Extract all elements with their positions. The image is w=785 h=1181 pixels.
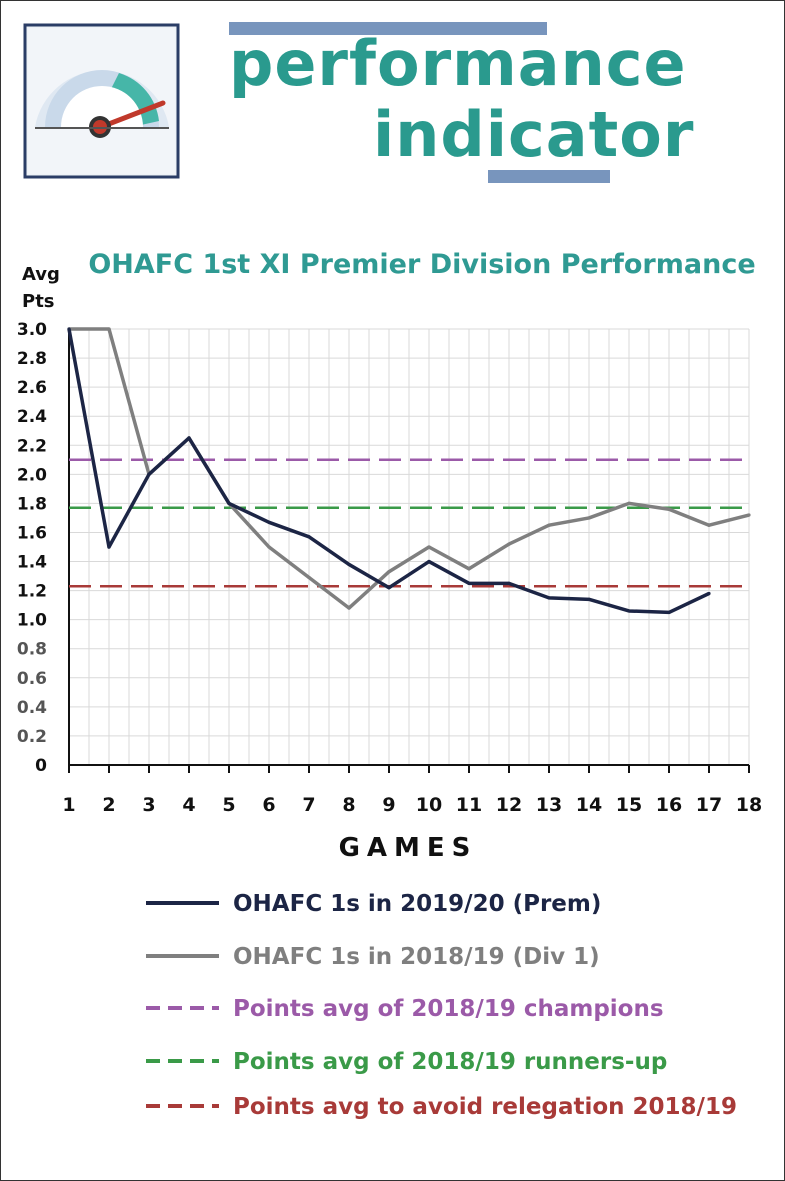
x-tick-label: 1	[62, 794, 75, 816]
legend-label: OHAFC 1s in 2018/19 (Div 1)	[233, 944, 600, 970]
x-tick-label: 16	[656, 794, 682, 816]
x-tick-label: 2	[102, 794, 115, 816]
data-point	[667, 610, 671, 615]
y-tick-label: 2.6	[17, 378, 47, 398]
y-axis-ticks: 0 0.2 0.4 0.6 0.8 1.0 1.2 1.4 1.6 1.8 2.0 2.2 2.4 2.6…	[17, 320, 47, 776]
data-point	[107, 327, 111, 331]
y-tick-label: 2.4	[17, 407, 47, 427]
x-tick-label: 7	[302, 794, 315, 816]
data-point	[347, 606, 351, 610]
x-tick-label: 10	[416, 794, 442, 816]
data-point	[507, 542, 511, 546]
chart-gridlines	[68, 328, 750, 766]
data-point	[187, 436, 191, 440]
chart-series	[67, 327, 751, 615]
chart-legend: OHAFC 1s in 2019/20 (Prem) OHAFC 1s in 20…	[146, 891, 737, 1120]
x-tick-label: 12	[496, 794, 522, 816]
data-point	[587, 597, 591, 601]
data-point	[547, 596, 551, 600]
data-point	[667, 507, 671, 511]
x-tick-label: 4	[182, 794, 195, 816]
x-axis-ticks: 1 2 3 4 5 6 7 8 9 10 11 12 13 14 15 16 17 18	[62, 765, 762, 816]
data-point	[467, 581, 471, 585]
y-tick-label: 2.0	[17, 465, 47, 485]
data-point	[387, 570, 391, 574]
x-tick-label: 15	[616, 794, 642, 816]
y-tick-label: 0.4	[17, 698, 47, 718]
legend-label: Points avg of 2018/19 runners-up	[233, 1049, 667, 1075]
x-tick-label: 13	[536, 794, 562, 816]
data-point	[507, 581, 511, 585]
data-point	[307, 535, 311, 539]
data-point	[547, 523, 551, 527]
data-point	[707, 591, 711, 596]
data-point	[467, 567, 471, 571]
data-point	[707, 523, 711, 527]
data-point	[627, 501, 631, 505]
y-tick-label: 0	[35, 756, 47, 776]
data-point	[427, 559, 431, 564]
x-tick-label: 17	[696, 794, 722, 816]
x-tick-label: 9	[382, 794, 395, 816]
banner-title-line2: indicator	[373, 98, 694, 171]
speedometer-gauge-icon	[23, 23, 180, 179]
x-tick-label: 14	[576, 794, 602, 816]
x-axis-label: GAMES	[339, 833, 478, 863]
data-point	[347, 562, 351, 567]
data-point	[387, 586, 391, 590]
x-tick-label: 3	[142, 794, 155, 816]
data-point	[587, 516, 591, 520]
x-tick-label: 18	[736, 794, 762, 816]
y-tick-label: 2.8	[17, 349, 47, 369]
y-tick-label: 0.6	[17, 669, 47, 689]
y-tick-label: 1.8	[17, 494, 47, 514]
data-point	[307, 575, 311, 580]
data-point	[427, 545, 431, 549]
chart-title: OHAFC 1st XI Premier Division Performanc…	[88, 249, 755, 280]
banner-bar-bottom	[488, 170, 610, 183]
legend-label: OHAFC 1s in 2019/20 (Prem)	[233, 891, 601, 917]
x-tick-label: 5	[222, 794, 235, 816]
x-tick-label: 11	[456, 794, 482, 816]
banner-bar-top	[229, 22, 547, 35]
banner-title-line1: performance	[229, 27, 687, 100]
data-point	[747, 513, 751, 517]
y-tick-label: 1.4	[17, 553, 47, 573]
y-tick-label: 1.6	[17, 523, 47, 543]
y-tick-label: 1.0	[17, 611, 47, 631]
legend-label: Points avg to avoid relegation 2018/19	[233, 1094, 737, 1120]
y-tick-label: 3.0	[17, 320, 47, 340]
y-axis-label-line1: Avg	[22, 264, 60, 285]
y-tick-label: 2.2	[17, 436, 47, 456]
legend-label: Points avg of 2018/19 champions	[233, 996, 664, 1022]
y-tick-label: 0.2	[17, 727, 47, 747]
x-tick-label: 6	[262, 794, 275, 816]
y-axis-label-line2: Pts	[22, 291, 55, 312]
y-tick-label: 0.8	[17, 640, 47, 660]
data-point	[267, 545, 271, 549]
x-tick-label: 8	[342, 794, 355, 816]
data-point	[267, 520, 271, 524]
data-point	[107, 545, 111, 549]
y-tick-label: 1.2	[17, 582, 47, 602]
data-point	[67, 327, 71, 331]
data-point	[627, 609, 631, 613]
data-point	[227, 501, 231, 505]
data-point	[147, 472, 151, 476]
